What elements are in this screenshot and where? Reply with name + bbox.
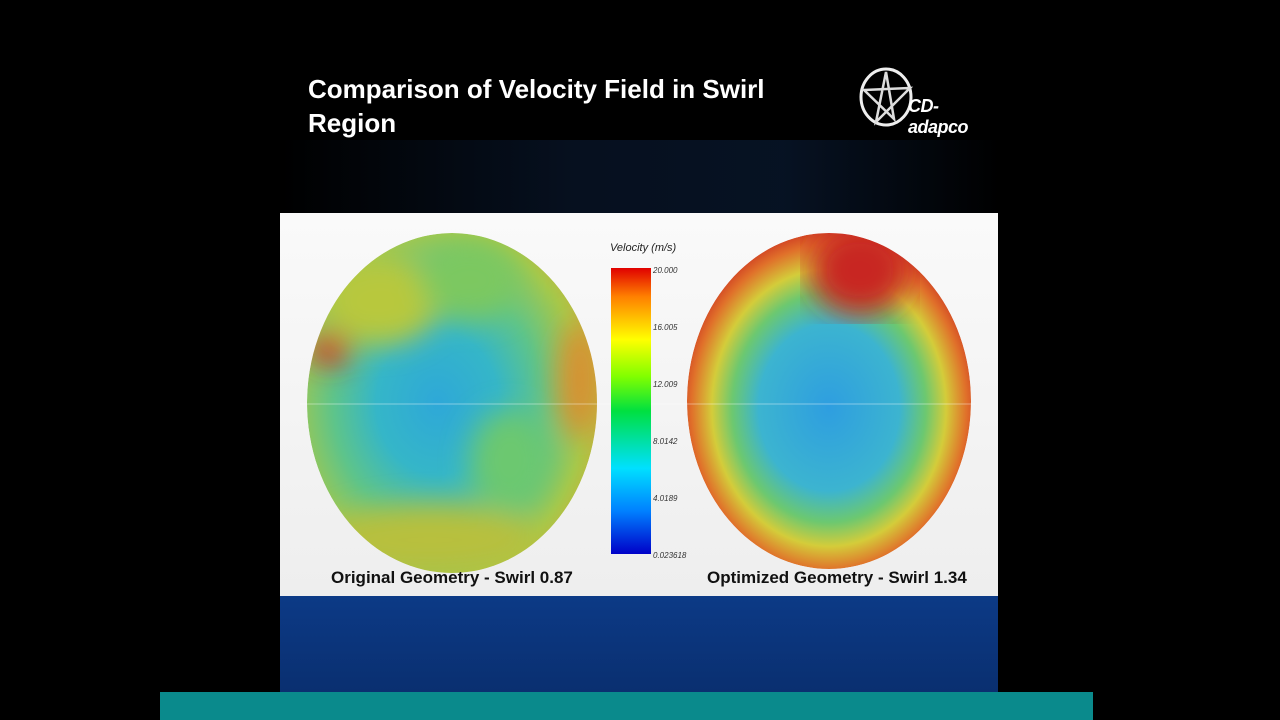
caption-original: Original Geometry - Swirl 0.87 xyxy=(331,568,573,587)
legend-tick: 16.005 xyxy=(653,323,678,332)
legend-tick: 0.023618 xyxy=(653,551,687,560)
legend-tick: 20.000 xyxy=(653,266,678,275)
cd-adapco-logo: CD-adapco xyxy=(858,64,998,144)
caption-optimized: Optimized Geometry - Swirl 1.34 xyxy=(707,568,967,587)
velocity-colorbar xyxy=(611,268,651,554)
optimized-geometry-plot xyxy=(687,233,971,569)
legend-tick: 12.009 xyxy=(653,380,678,389)
legend-title: Velocity (m/s) xyxy=(610,242,677,254)
logo-text: CD-adapco xyxy=(908,96,969,137)
title-glow xyxy=(280,140,1000,215)
original-geometry-plot xyxy=(307,233,597,573)
legend-tick: 8.0142 xyxy=(653,437,678,446)
legend-tick: 4.0189 xyxy=(653,494,678,503)
bottom-band xyxy=(280,596,998,692)
star-logo-icon xyxy=(859,67,914,127)
footer-bar xyxy=(160,692,1093,720)
slide-title: Comparison of Velocity Field in Swirl Re… xyxy=(308,74,765,138)
